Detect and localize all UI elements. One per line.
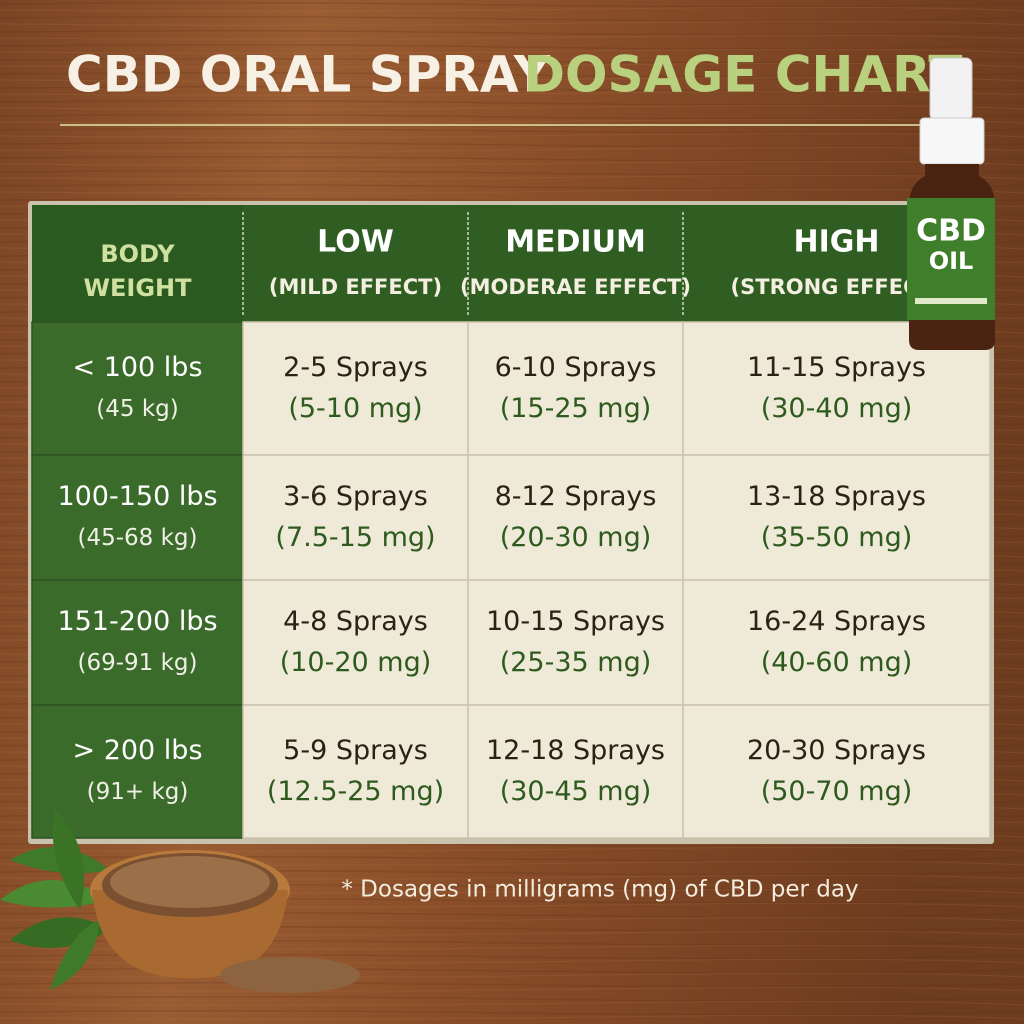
dose-sprays: 5-9 Sprays (283, 735, 428, 766)
footnote: * Dosages in milligrams (mg) of CBD per … (341, 877, 858, 903)
dose-sprays: 20-30 Sprays (747, 735, 926, 766)
weight-text: > 200 lbs (72, 735, 202, 766)
dose-mg: (7.5-15 mg) (275, 522, 435, 553)
cell-bg (467, 321, 684, 456)
cell-bg (467, 454, 684, 581)
dose-mg: (30-40 mg) (761, 393, 913, 424)
weight-text: (91+ kg) (87, 779, 189, 805)
header-text: HIGH (793, 225, 879, 260)
weight-text: 151-200 lbs (57, 606, 217, 637)
dose-sprays: 8-12 Sprays (495, 481, 657, 512)
weight-text: (45-68 kg) (77, 525, 197, 551)
bottle-label: OIL (929, 247, 974, 275)
weight-text: 100-150 lbs (57, 481, 217, 512)
header-text: LOW (317, 225, 394, 260)
dose-mg: (12.5-25 mg) (267, 776, 444, 807)
weight-cell-bg (31, 704, 244, 839)
bottle-label: CBD (916, 214, 986, 249)
dose-sprays: 11-15 Sprays (747, 352, 926, 383)
cell-bg (242, 454, 469, 581)
header-text: MEDIUM (505, 225, 646, 260)
dose-mg: (10-20 mg) (280, 647, 432, 678)
header-text: (MILD EFFECT) (269, 275, 442, 299)
dose-sprays: 3-6 Sprays (283, 481, 428, 512)
dose-sprays: 6-10 Sprays (495, 352, 657, 383)
cell-bg (242, 704, 469, 839)
weight-cell-bg (31, 321, 244, 456)
cell-bg (682, 454, 991, 581)
cell-bg (242, 579, 469, 706)
dose-mg: (30-45 mg) (500, 776, 652, 807)
dose-sprays: 16-24 Sprays (747, 606, 926, 637)
weight-cell-bg (31, 579, 244, 706)
bottle: CBD OIL (907, 57, 995, 350)
weight-text: (69-91 kg) (77, 650, 197, 676)
dose-sprays: 4-8 Sprays (283, 606, 428, 637)
title-part1: CBD ORAL SPRAY (66, 46, 551, 104)
header-text: (MODERAE EFFECT) (460, 275, 691, 299)
decoration (0, 810, 360, 993)
weight-cell-bg (31, 454, 244, 581)
cell-bg (467, 579, 684, 706)
dose-mg: (20-30 mg) (500, 522, 652, 553)
dose-sprays: 2-5 Sprays (283, 352, 428, 383)
dose-sprays: 12-18 Sprays (486, 735, 665, 766)
cell-bg (242, 321, 469, 456)
dose-sprays: 13-18 Sprays (747, 481, 926, 512)
weight-text: < 100 lbs (72, 352, 202, 383)
dose-mg: (25-35 mg) (500, 647, 652, 678)
dose-mg: (5-10 mg) (288, 393, 422, 424)
header-cell (32, 205, 243, 322)
header-text: BODY (100, 240, 175, 268)
dose-mg: (40-60 mg) (761, 647, 913, 678)
dose-mg: (15-25 mg) (500, 393, 652, 424)
dose-mg: (50-70 mg) (761, 776, 913, 807)
dose-sprays: 10-15 Sprays (486, 606, 665, 637)
cell-bg (682, 704, 991, 839)
cell-bg (682, 579, 991, 706)
dose-mg: (35-50 mg) (761, 522, 913, 553)
weight-text: (45 kg) (96, 396, 178, 422)
cell-bg (467, 704, 684, 839)
table: BODY WEIGHT LOW (MILD EFFECT) MEDIUM (MODERAE… (31, 205, 991, 839)
title-part2: DOSAGE CHART (524, 46, 963, 104)
header-text: WEIGHT (84, 274, 193, 302)
